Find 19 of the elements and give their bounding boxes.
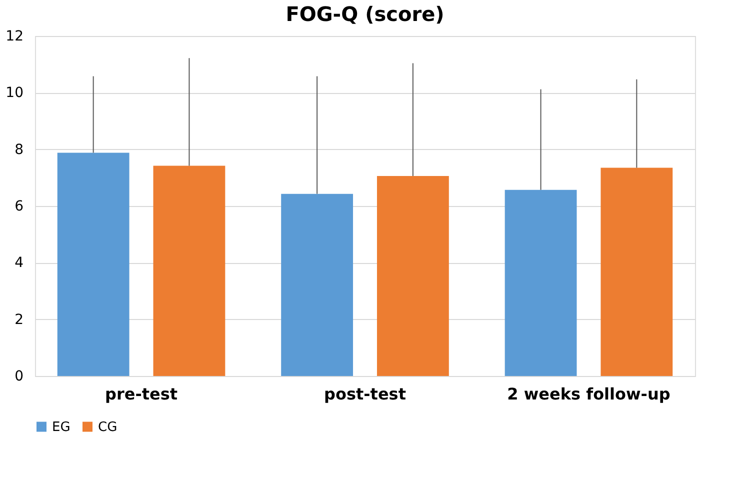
- y-tick-label: 4: [14, 255, 24, 272]
- x-tick-label: post-test: [324, 384, 406, 404]
- legend-label: CG: [98, 420, 118, 435]
- bar: [504, 190, 577, 376]
- x-tick-label: pre-test: [105, 384, 178, 404]
- bar: [281, 194, 354, 376]
- x-tick-label: 2 weeks follow-up: [507, 384, 670, 404]
- bar: [376, 176, 449, 376]
- bar: [600, 168, 673, 376]
- bar: [57, 152, 130, 376]
- bar: [153, 166, 226, 376]
- y-tick-label: 10: [6, 85, 24, 102]
- y-tick-label: 6: [14, 198, 24, 214]
- y-tick-label: 8: [14, 142, 24, 158]
- y-tick-label: 0: [14, 368, 24, 384]
- y-tick-label: 2: [14, 312, 24, 328]
- y-tick-label: 12: [6, 28, 24, 44]
- chart-title: FOG-Q (score): [286, 2, 444, 26]
- legend-label: EG: [52, 420, 70, 435]
